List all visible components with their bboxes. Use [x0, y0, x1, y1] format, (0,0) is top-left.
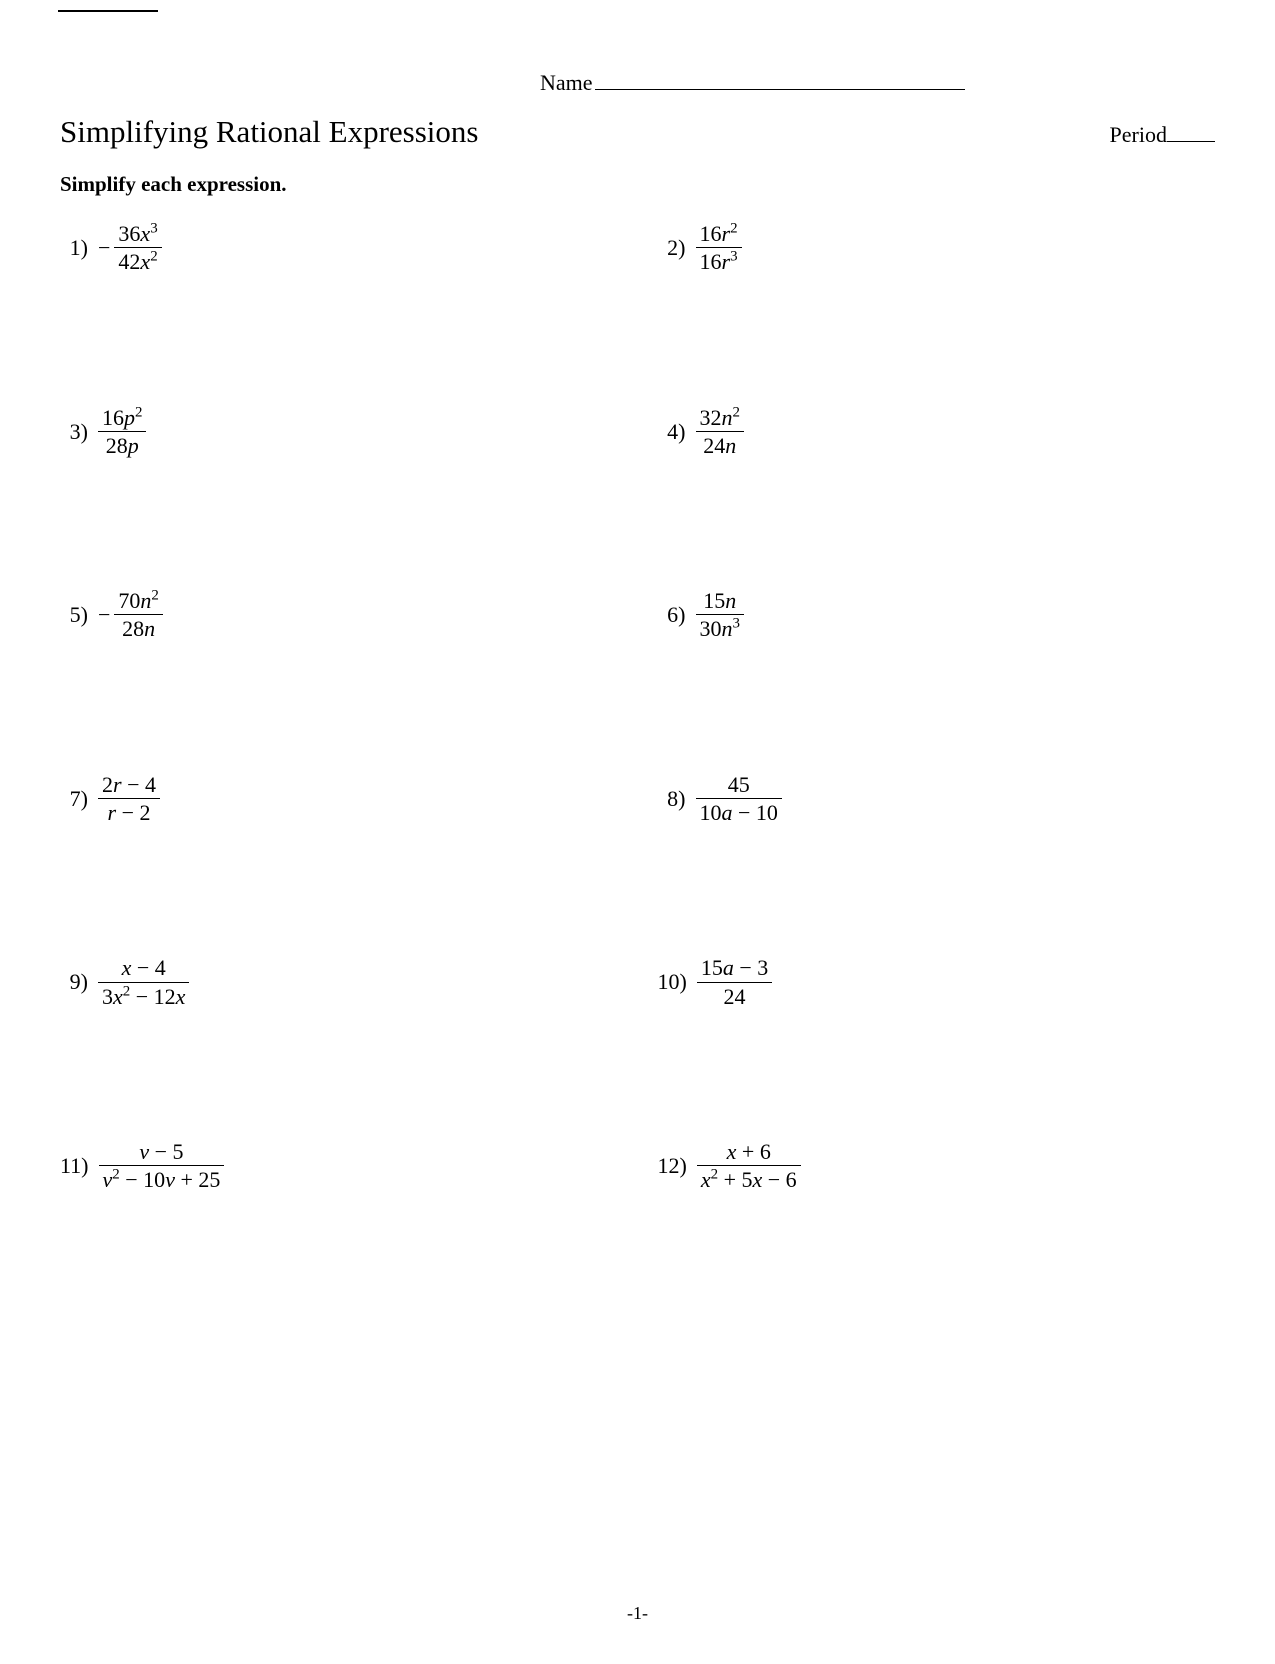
expression: 15a − 3 24 — [697, 955, 772, 1009]
problem-number: 3) — [60, 405, 88, 445]
fraction: x − 4 3x2 − 12x — [98, 955, 189, 1009]
problem-number: 5) — [60, 588, 88, 628]
denominator: 28p — [102, 433, 143, 458]
problem-number: 10) — [658, 955, 687, 995]
name-label: Name — [540, 70, 593, 96]
fraction-bar — [98, 982, 189, 983]
problem-7: 7) 2r − 4 r − 2 — [60, 772, 638, 826]
fraction-bar — [114, 614, 162, 615]
numerator: 45 — [724, 772, 754, 797]
problem-6: 6) 15n 30n3 — [638, 588, 1216, 642]
problem-4: 4) 32n2 24n — [638, 405, 1216, 459]
expression: x + 6 x2 + 5x − 6 — [697, 1139, 801, 1193]
negative-sign: − — [98, 235, 110, 261]
numerator: x + 6 — [723, 1139, 775, 1164]
denominator: 16r3 — [696, 249, 742, 274]
negative-sign: − — [98, 602, 110, 628]
expression: v − 5 v2 − 10v + 25 — [99, 1139, 225, 1193]
expression: 2r − 4 r − 2 — [98, 772, 160, 826]
numerator: 16p2 — [98, 405, 146, 430]
numerator: x − 4 — [118, 955, 170, 980]
denominator: 30n3 — [696, 616, 744, 641]
name-blank-line — [595, 89, 965, 90]
fraction: 45 10a − 10 — [696, 772, 782, 826]
problem-12: 12) x + 6 x2 + 5x − 6 — [638, 1139, 1216, 1193]
denominator: v2 − 10v + 25 — [99, 1167, 225, 1192]
fraction: 36x3 42x2 — [114, 221, 161, 275]
problem-number: 2) — [658, 221, 686, 261]
problem-8: 8) 45 10a − 10 — [638, 772, 1216, 826]
problem-number: 4) — [658, 405, 686, 445]
expression: −70n2 28n — [98, 588, 163, 642]
expression: x − 4 3x2 − 12x — [98, 955, 189, 1009]
title-row: Simplifying Rational Expressions Period — [60, 114, 1215, 150]
denominator: r − 2 — [104, 800, 155, 825]
fraction: 15a − 3 24 — [697, 955, 772, 1009]
expression: 16r2 16r3 — [696, 221, 742, 275]
numerator: 15n — [699, 588, 740, 613]
expression: 45 10a − 10 — [696, 772, 782, 826]
fraction: 16r2 16r3 — [696, 221, 742, 275]
problem-3: 3) 16p2 28p — [60, 405, 638, 459]
denominator: 28n — [118, 616, 159, 641]
top-rule — [58, 10, 158, 12]
page-title: Simplifying Rational Expressions — [60, 114, 479, 150]
name-row: Name — [60, 70, 1215, 96]
numerator: 15a − 3 — [697, 955, 772, 980]
fraction: 16p2 28p — [98, 405, 146, 459]
problem-number: 9) — [60, 955, 88, 995]
fraction-bar — [696, 431, 744, 432]
fraction-bar — [98, 798, 160, 799]
problem-1: 1)−36x3 42x2 — [60, 221, 638, 275]
numerator: v − 5 — [135, 1139, 187, 1164]
fraction: 2r − 4 r − 2 — [98, 772, 160, 826]
fraction: 32n2 24n — [696, 405, 744, 459]
period-label: Period — [1110, 122, 1167, 148]
problem-11: 11) v − 5 v2 − 10v + 25 — [60, 1139, 638, 1193]
problem-number: 8) — [658, 772, 686, 812]
period-field: Period — [1110, 122, 1215, 148]
numerator: 16r2 — [696, 221, 742, 246]
problem-10: 10) 15a − 3 24 — [638, 955, 1216, 1009]
denominator: 24 — [720, 984, 750, 1009]
problem-number: 12) — [658, 1139, 687, 1179]
expression: 16p2 28p — [98, 405, 146, 459]
denominator: 42x2 — [114, 249, 161, 274]
expression: 15n 30n3 — [696, 588, 744, 642]
problem-9: 9) x − 4 3x2 − 12x — [60, 955, 638, 1009]
numerator: 2r − 4 — [98, 772, 160, 797]
page-number: -1- — [627, 1603, 648, 1624]
problem-number: 11) — [60, 1139, 89, 1179]
problem-number: 1) — [60, 221, 88, 261]
period-blank-line — [1167, 141, 1215, 142]
expression: 32n2 24n — [696, 405, 744, 459]
problem-2: 2) 16r2 16r3 — [638, 221, 1216, 275]
fraction-bar — [98, 431, 146, 432]
problem-number: 6) — [658, 588, 686, 628]
fraction: x + 6 x2 + 5x − 6 — [697, 1139, 801, 1193]
numerator: 32n2 — [696, 405, 744, 430]
name-field: Name — [540, 70, 965, 96]
problem-5: 5)−70n2 28n — [60, 588, 638, 642]
problem-number: 7) — [60, 772, 88, 812]
fraction: 15n 30n3 — [696, 588, 744, 642]
numerator: 36x3 — [114, 221, 161, 246]
fraction-bar — [697, 982, 772, 983]
expression: −36x3 42x2 — [98, 221, 162, 275]
denominator: x2 + 5x − 6 — [697, 1167, 801, 1192]
denominator: 24n — [699, 433, 740, 458]
numerator: 70n2 — [114, 588, 162, 613]
problems-grid: 1)−36x342x22)16r216r33)16p228p4)32n224n5… — [60, 221, 1215, 1193]
instructions: Simplify each expression. — [60, 172, 1215, 197]
denominator: 3x2 − 12x — [98, 984, 189, 1009]
fraction-bar — [696, 798, 782, 799]
fraction: v − 5 v2 − 10v + 25 — [99, 1139, 225, 1193]
fraction: 70n2 28n — [114, 588, 162, 642]
denominator: 10a − 10 — [696, 800, 782, 825]
